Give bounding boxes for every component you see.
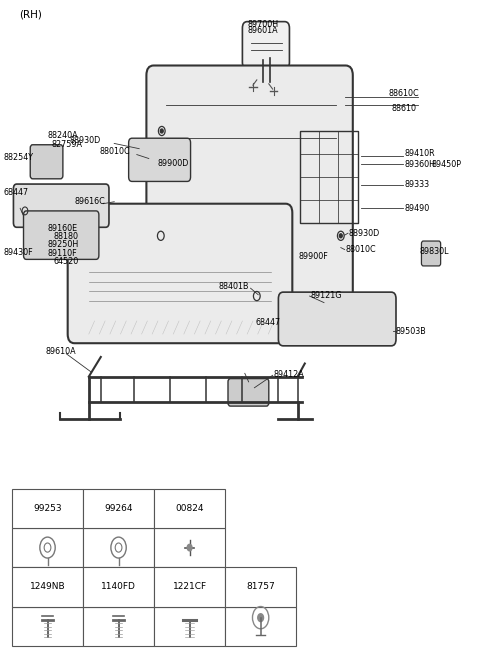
Text: 81757: 81757: [246, 582, 275, 591]
Text: 88401B: 88401B: [218, 282, 249, 291]
Text: 89110F: 89110F: [47, 249, 77, 258]
Bar: [83, 607, 154, 646]
Text: 89430F: 89430F: [4, 248, 34, 257]
Text: 89412A: 89412A: [274, 370, 304, 379]
Text: 88010C: 88010C: [346, 245, 376, 254]
Text: 64520: 64520: [54, 257, 79, 266]
Circle shape: [160, 129, 163, 133]
Text: 89830L: 89830L: [420, 247, 449, 256]
Text: 88610: 88610: [391, 103, 416, 113]
Text: 88180: 88180: [54, 232, 79, 241]
Bar: [83, 489, 154, 528]
Bar: [154, 607, 225, 646]
Bar: [154, 528, 225, 567]
Text: 99253: 99253: [33, 504, 62, 513]
Text: 1221CF: 1221CF: [172, 582, 207, 591]
Circle shape: [339, 234, 342, 238]
Bar: [225, 607, 296, 646]
FancyBboxPatch shape: [421, 241, 441, 266]
Text: 89503B: 89503B: [396, 327, 426, 336]
Text: 89333: 89333: [404, 180, 429, 189]
Text: 88930D: 88930D: [349, 229, 380, 238]
Bar: [154, 489, 225, 528]
Text: 89616C: 89616C: [75, 197, 106, 206]
Bar: [83, 567, 154, 607]
FancyBboxPatch shape: [30, 145, 63, 179]
Bar: [300, 131, 358, 223]
Text: 89450P: 89450P: [432, 160, 462, 169]
Text: 89610A: 89610A: [45, 347, 76, 356]
FancyBboxPatch shape: [228, 379, 269, 406]
Bar: [154, 567, 225, 607]
Text: 89700H: 89700H: [248, 20, 278, 29]
FancyBboxPatch shape: [24, 211, 99, 259]
Text: 89160E: 89160E: [47, 224, 77, 233]
Bar: [225, 567, 296, 607]
Text: 00824: 00824: [175, 504, 204, 513]
Text: 82759A: 82759A: [52, 140, 83, 149]
Bar: [12, 528, 83, 567]
Text: 89490: 89490: [404, 204, 430, 213]
Text: 88254Y: 88254Y: [4, 153, 34, 162]
Text: 99264: 99264: [104, 504, 133, 513]
Text: 89121G: 89121G: [311, 291, 342, 300]
Circle shape: [258, 614, 264, 622]
Text: 89250H: 89250H: [47, 240, 78, 249]
Circle shape: [187, 544, 192, 551]
Text: 89360H: 89360H: [404, 160, 435, 169]
Text: 89900F: 89900F: [299, 252, 328, 261]
Bar: [83, 528, 154, 567]
FancyBboxPatch shape: [278, 292, 396, 346]
FancyBboxPatch shape: [68, 204, 292, 343]
Bar: [12, 607, 83, 646]
Text: 68447: 68447: [255, 318, 280, 327]
FancyBboxPatch shape: [146, 66, 353, 301]
Text: 68447: 68447: [4, 188, 29, 197]
FancyBboxPatch shape: [129, 138, 191, 181]
Text: 88010C: 88010C: [100, 147, 131, 157]
Text: 88930D: 88930D: [70, 136, 101, 145]
Text: (RH): (RH): [19, 9, 42, 20]
Text: 89601A: 89601A: [248, 26, 278, 35]
Bar: [12, 567, 83, 607]
Text: 88610C: 88610C: [389, 89, 420, 98]
FancyBboxPatch shape: [242, 22, 289, 69]
Text: 88240A: 88240A: [47, 131, 78, 140]
FancyBboxPatch shape: [13, 184, 109, 227]
Text: 1249NB: 1249NB: [30, 582, 65, 591]
Text: 89410R: 89410R: [404, 149, 435, 158]
Text: 1140FD: 1140FD: [101, 582, 136, 591]
Bar: [12, 489, 83, 528]
Text: 89900D: 89900D: [157, 159, 189, 168]
